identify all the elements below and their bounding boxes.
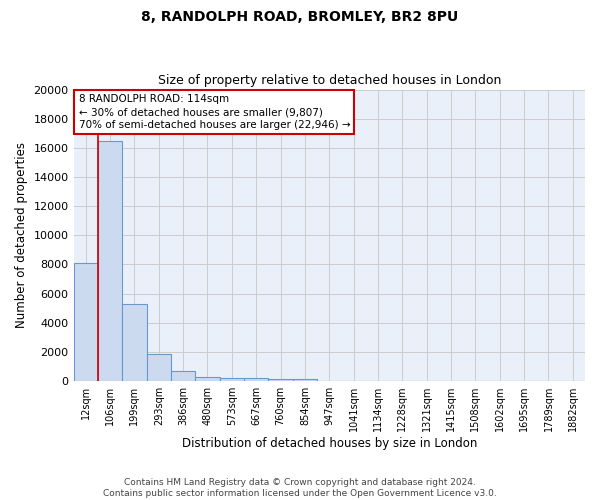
Title: Size of property relative to detached houses in London: Size of property relative to detached ho… bbox=[158, 74, 501, 87]
Text: Contains HM Land Registry data © Crown copyright and database right 2024.
Contai: Contains HM Land Registry data © Crown c… bbox=[103, 478, 497, 498]
Bar bbox=[122, 304, 146, 381]
Text: 8, RANDOLPH ROAD, BROMLEY, BR2 8PU: 8, RANDOLPH ROAD, BROMLEY, BR2 8PU bbox=[142, 10, 458, 24]
Bar bbox=[220, 378, 244, 381]
Bar bbox=[196, 376, 220, 381]
Bar bbox=[268, 378, 293, 381]
Bar bbox=[146, 354, 171, 381]
Bar bbox=[74, 263, 98, 381]
Bar bbox=[171, 371, 196, 381]
Text: 8 RANDOLPH ROAD: 114sqm
← 30% of detached houses are smaller (9,807)
70% of semi: 8 RANDOLPH ROAD: 114sqm ← 30% of detache… bbox=[79, 94, 350, 130]
X-axis label: Distribution of detached houses by size in London: Distribution of detached houses by size … bbox=[182, 437, 477, 450]
Bar bbox=[98, 140, 122, 381]
Bar bbox=[244, 378, 268, 381]
Y-axis label: Number of detached properties: Number of detached properties bbox=[15, 142, 28, 328]
Bar bbox=[293, 379, 317, 381]
